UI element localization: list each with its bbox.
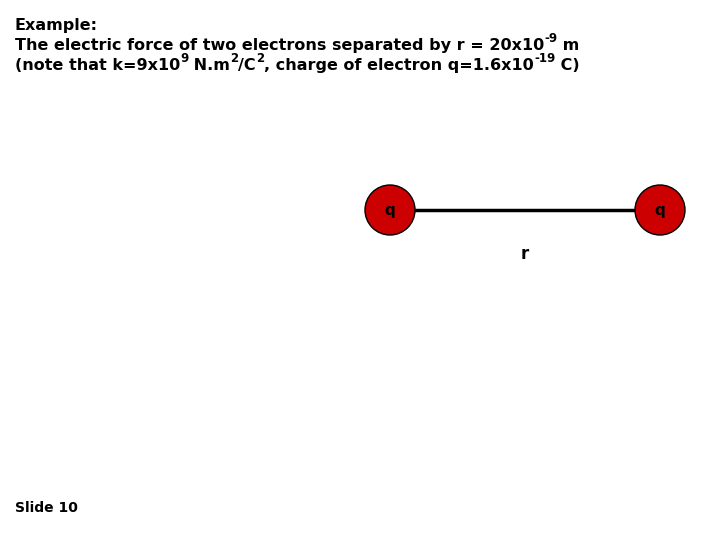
Circle shape	[365, 185, 415, 235]
Text: C): C)	[555, 58, 580, 73]
Text: The electric force of two electrons separated by r = 20x10: The electric force of two electrons sepa…	[15, 38, 544, 53]
Text: /C: /C	[238, 58, 256, 73]
Text: -9: -9	[544, 32, 557, 45]
Text: Example:: Example:	[15, 18, 98, 33]
Text: r: r	[521, 245, 529, 263]
Text: , charge of electron q=1.6x10: , charge of electron q=1.6x10	[264, 58, 534, 73]
Text: q: q	[384, 202, 395, 218]
Circle shape	[635, 185, 685, 235]
Text: m: m	[557, 38, 580, 53]
Text: -19: -19	[534, 52, 555, 65]
Text: q: q	[654, 202, 665, 218]
Text: N.m: N.m	[189, 58, 230, 73]
Text: Slide 10: Slide 10	[15, 501, 78, 515]
Text: (note that k=9x10: (note that k=9x10	[15, 58, 180, 73]
Text: 2: 2	[230, 52, 238, 65]
Text: 9: 9	[180, 52, 189, 65]
Text: 2: 2	[256, 52, 264, 65]
